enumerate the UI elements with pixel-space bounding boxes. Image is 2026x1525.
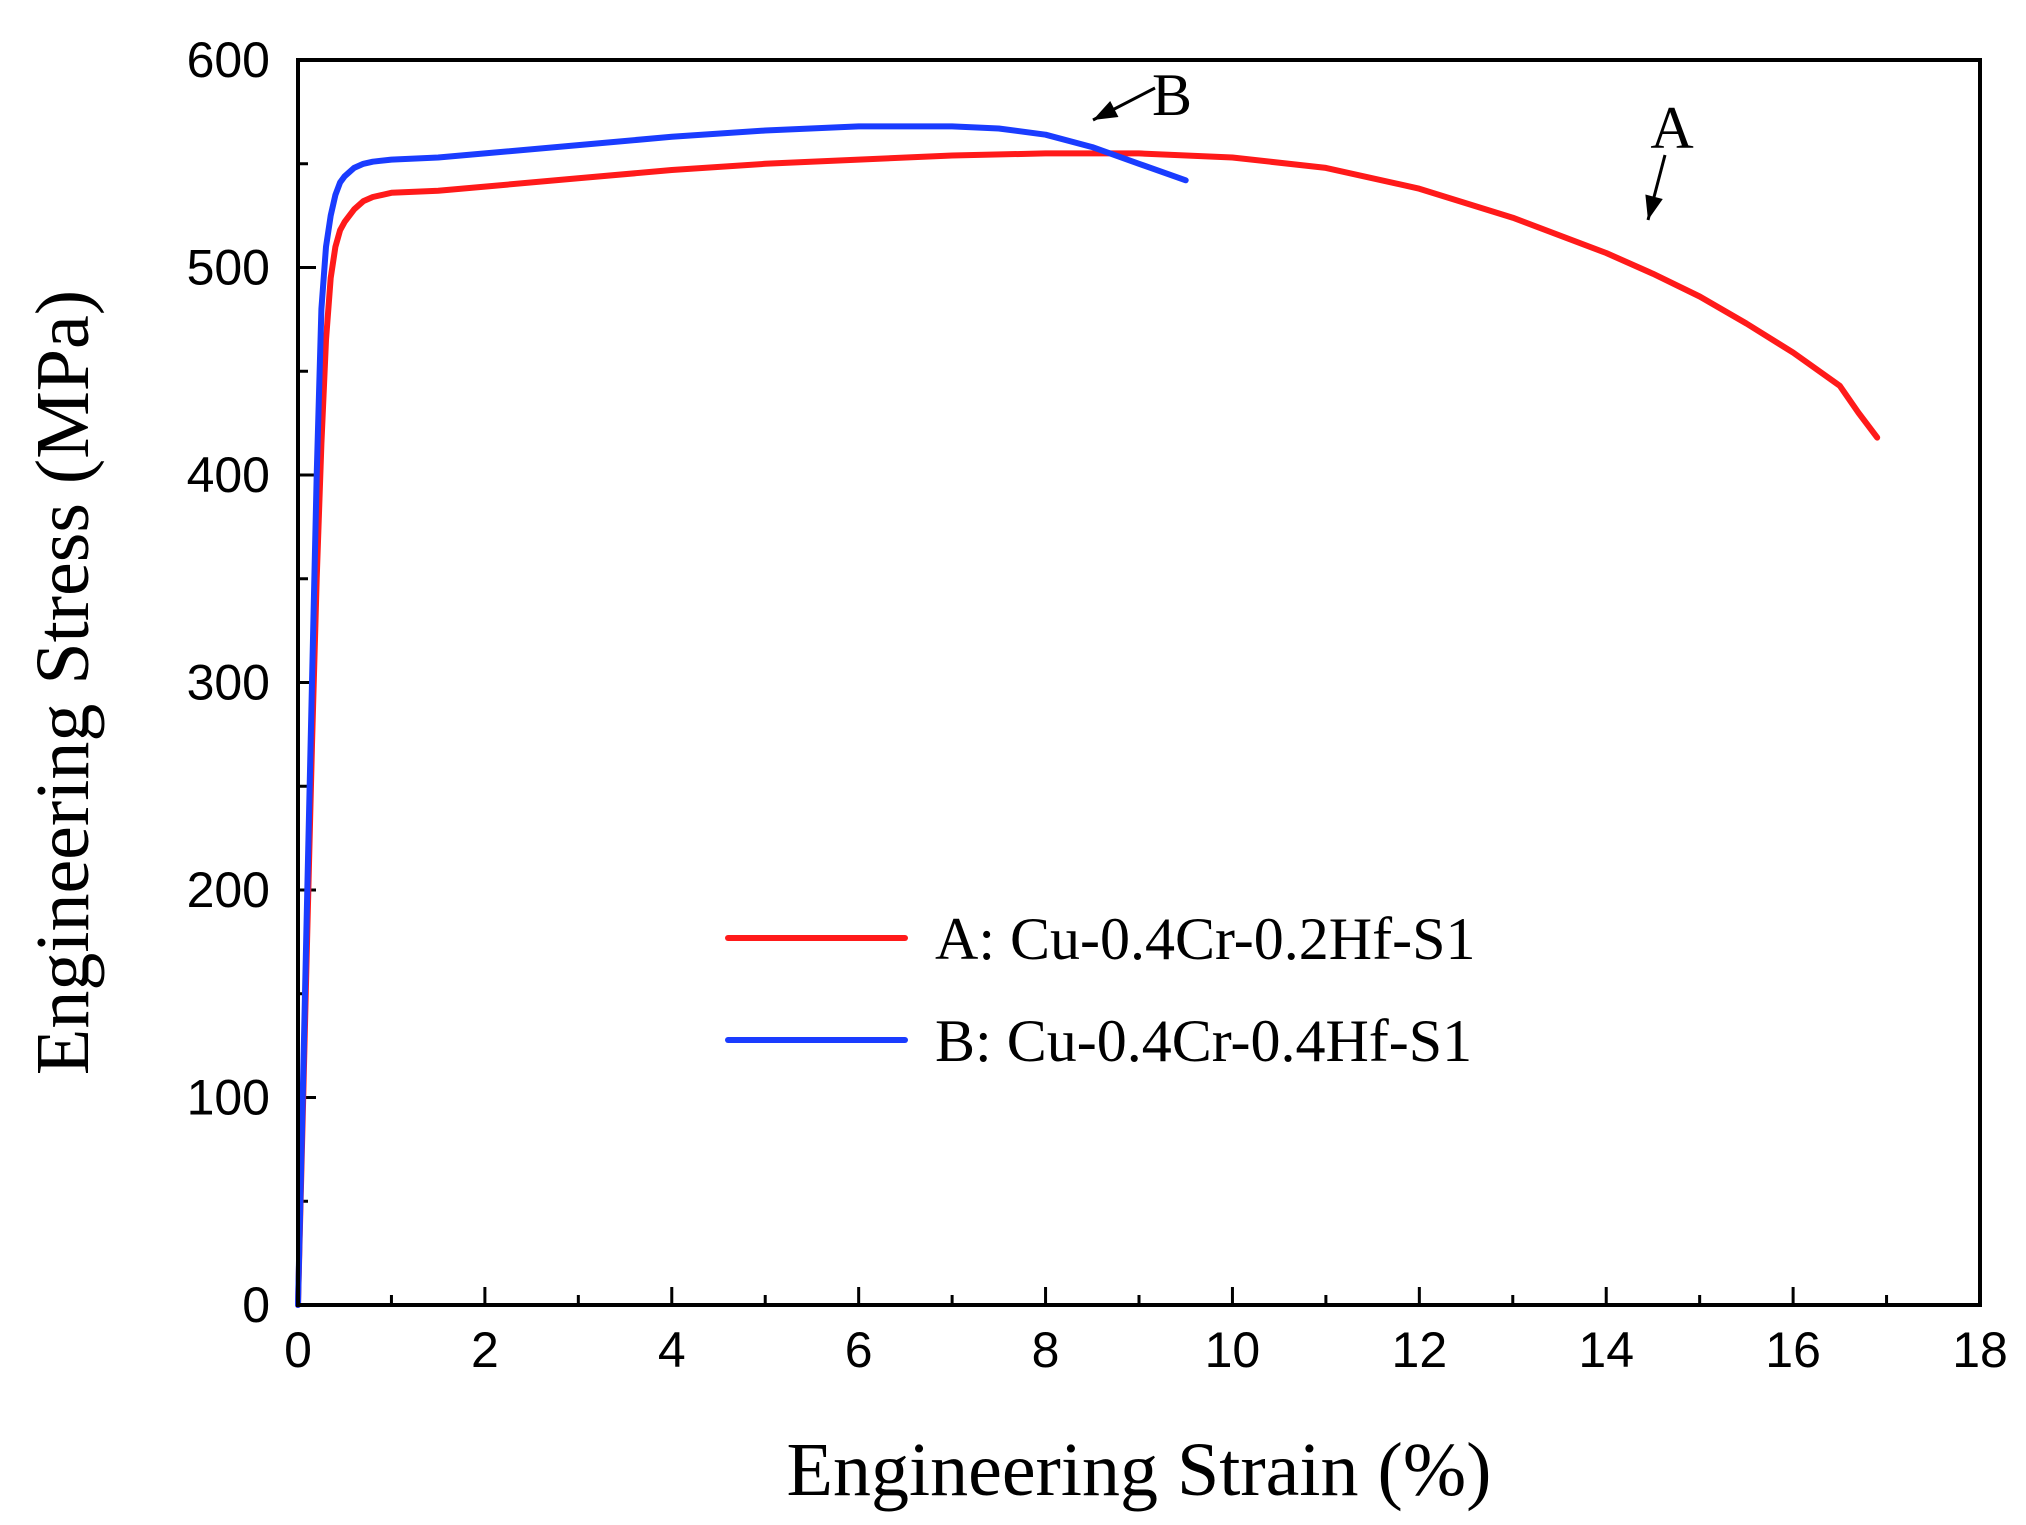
- y-axis-title: Engineering Stress (MPa): [21, 290, 105, 1075]
- x-tick-label: 16: [1765, 1322, 1821, 1378]
- x-tick-label: 12: [1392, 1322, 1448, 1378]
- x-tick-label: 8: [1032, 1322, 1060, 1378]
- x-axis-title: Engineering Strain (%): [787, 1428, 1492, 1512]
- x-tick-label: 18: [1952, 1322, 2008, 1378]
- x-tick-label: 2: [471, 1322, 499, 1378]
- y-tick-label: 300: [187, 655, 270, 711]
- x-tick-label: 14: [1578, 1322, 1634, 1378]
- x-tick-label: 10: [1205, 1322, 1261, 1378]
- ticks-layer: [296, 58, 1982, 1307]
- y-tick-label: 200: [187, 862, 270, 918]
- y-tick-label: 0: [242, 1277, 270, 1333]
- annotation-label-b: B: [1152, 62, 1192, 128]
- annotation-arrowhead-a: [1645, 194, 1663, 220]
- x-tick-label: 0: [284, 1322, 312, 1378]
- annotation-label-a: A: [1650, 95, 1693, 161]
- plot-area-frame: [296, 58, 1982, 1307]
- legend-label-b: B: Cu-0.4Cr-0.4Hf-S1: [935, 1008, 1472, 1074]
- series-layer: [295, 123, 1881, 1308]
- annotation-arrowhead-b: [1093, 100, 1119, 120]
- legend: A: Cu-0.4Cr-0.2Hf-S1 B: Cu-0.4Cr-0.4Hf-S…: [725, 906, 1475, 1074]
- y-tick-label: 600: [187, 32, 270, 88]
- annotations: A B: [1092, 62, 1694, 221]
- y-tick-label: 400: [187, 447, 270, 503]
- x-tick-label: 6: [845, 1322, 873, 1378]
- y-tick-label: 100: [187, 1070, 270, 1126]
- tick-labels-layer: 0 2 4 6 8 10 12 14 16 18 0 100 200 300 400 500 600: [187, 32, 2008, 1378]
- legend-label-a: A: Cu-0.4Cr-0.2Hf-S1: [935, 906, 1475, 972]
- series-line-b: [295, 123, 1189, 1308]
- y-tick-label: 500: [187, 240, 270, 296]
- series-line-a: [295, 150, 1881, 1308]
- x-tick-label: 4: [658, 1322, 686, 1378]
